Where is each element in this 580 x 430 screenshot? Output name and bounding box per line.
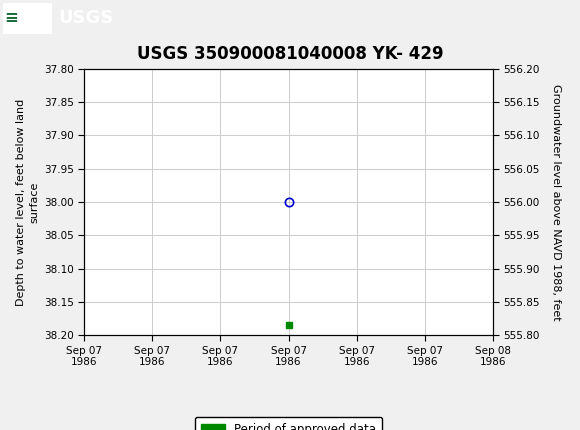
Y-axis label: Depth to water level, feet below land
surface: Depth to water level, feet below land su… — [16, 98, 39, 306]
Bar — [3, 3, 52, 34]
Text: USGS: USGS — [58, 9, 113, 27]
Y-axis label: Groundwater level above NAVD 1988, feet: Groundwater level above NAVD 1988, feet — [551, 84, 561, 320]
Legend: Period of approved data: Period of approved data — [195, 417, 382, 430]
Text: USGS 350900081040008 YK- 429: USGS 350900081040008 YK- 429 — [137, 45, 443, 63]
Text: ≡: ≡ — [5, 9, 19, 27]
